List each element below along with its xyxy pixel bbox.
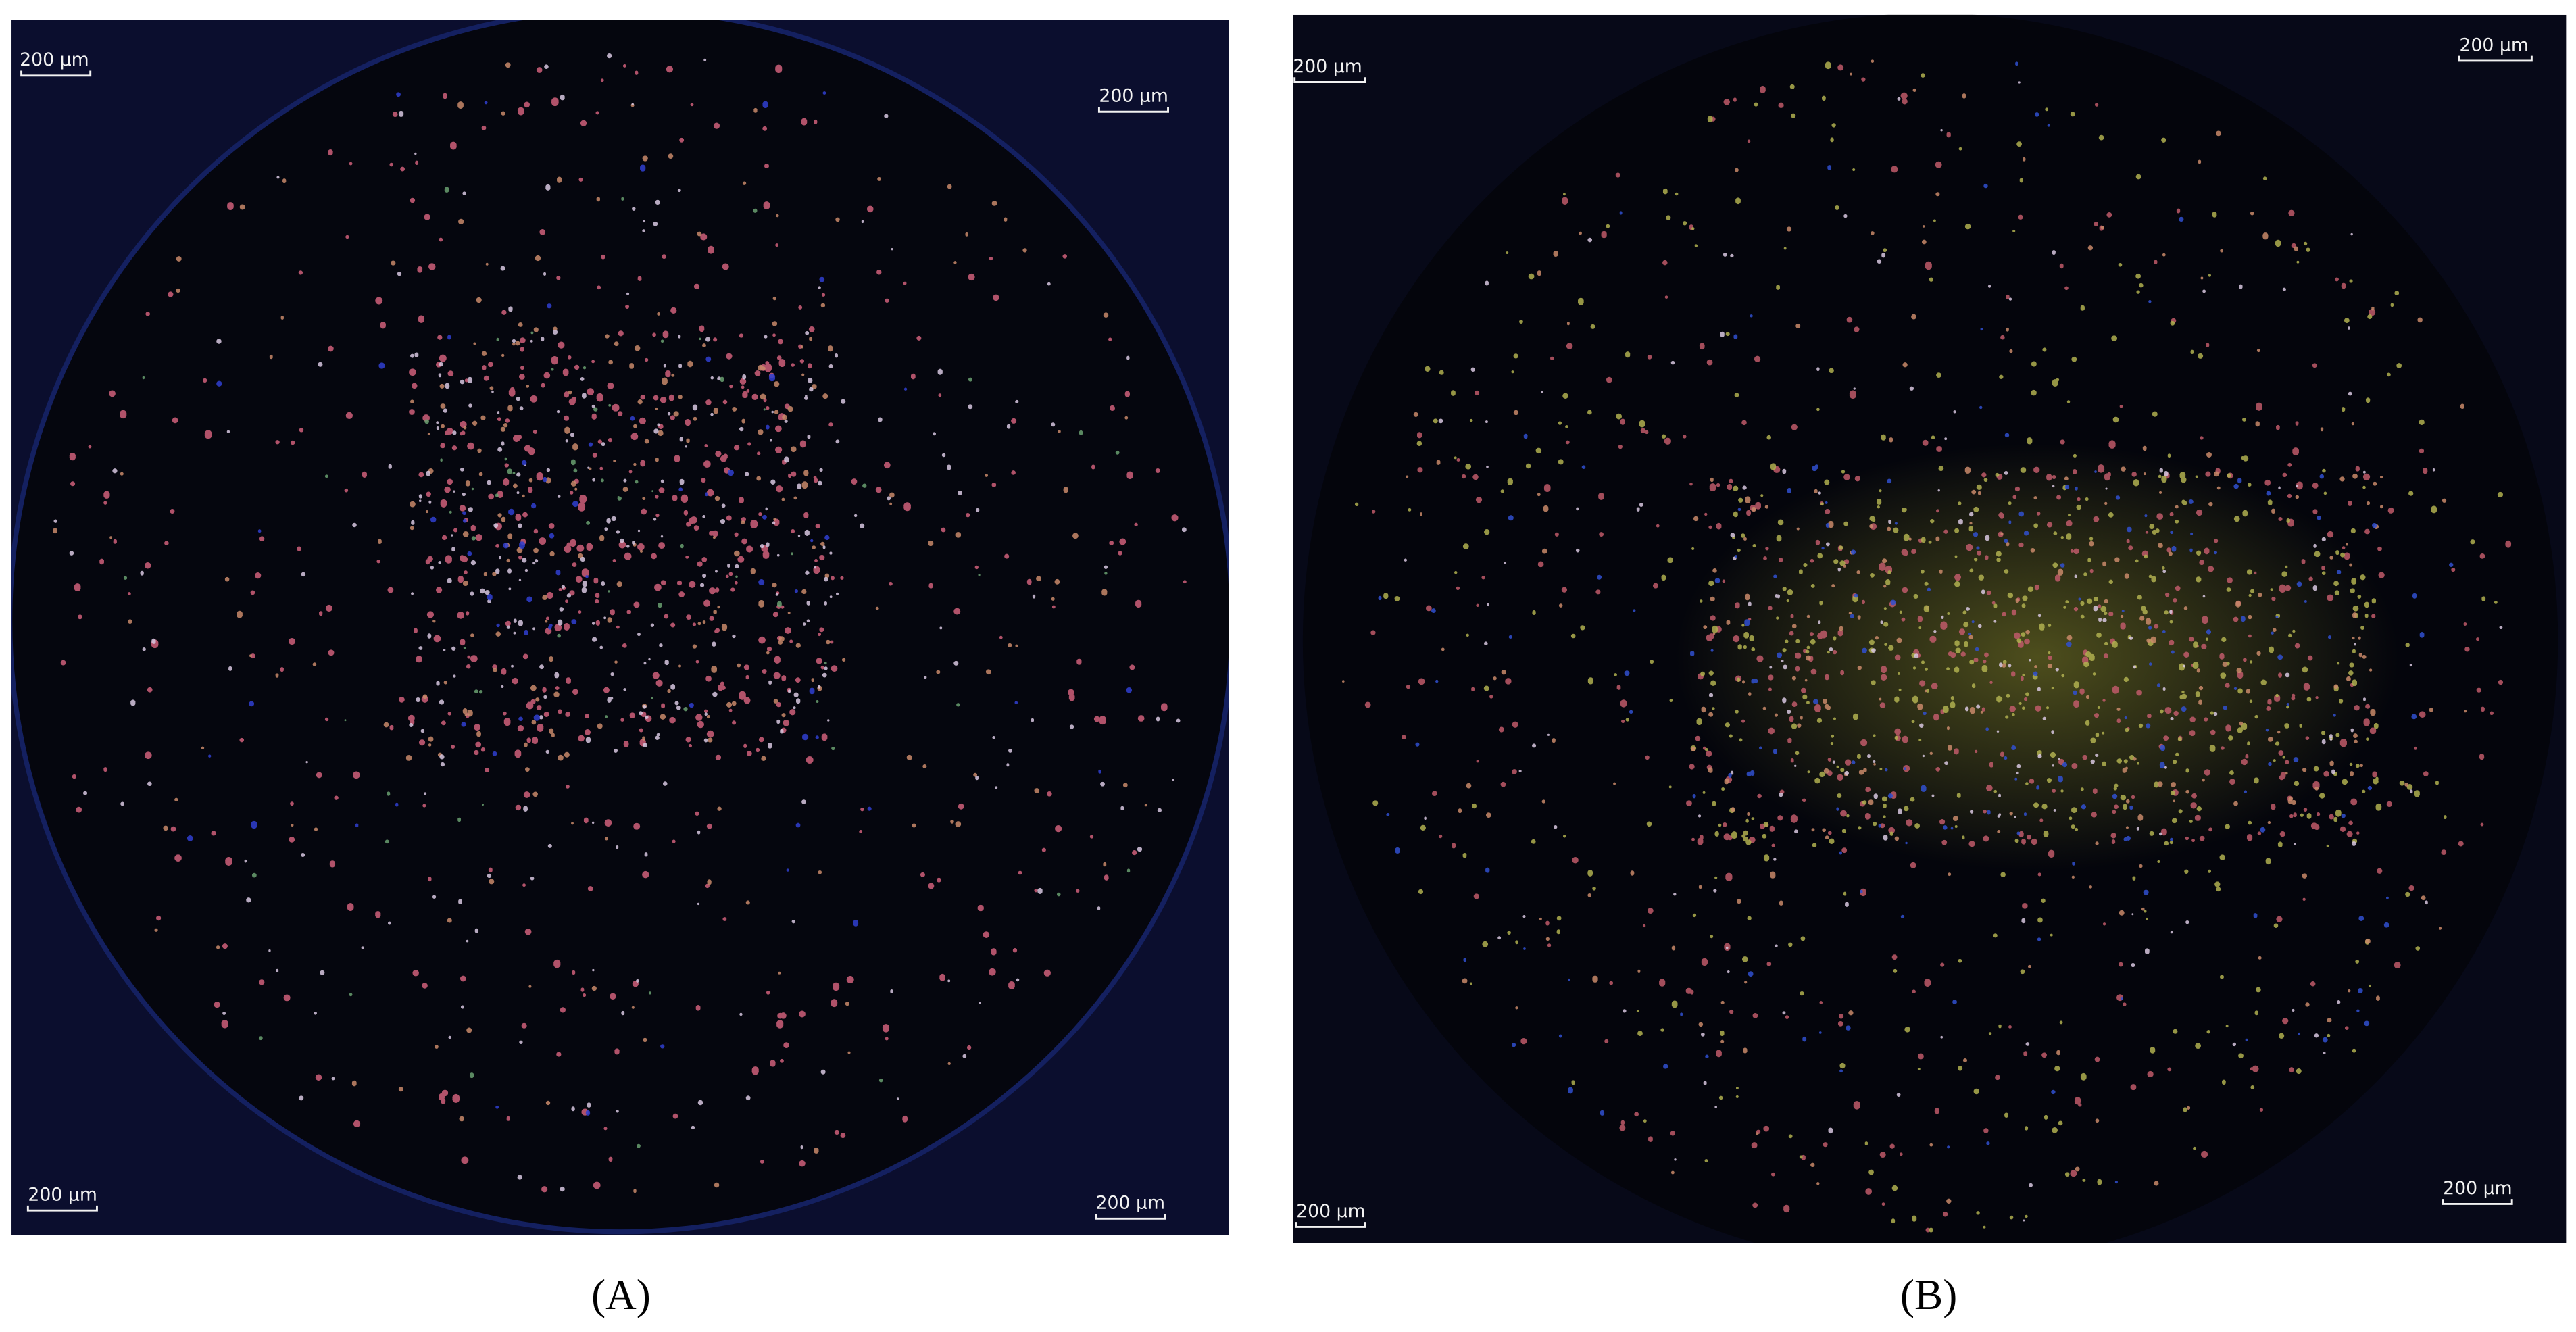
scale-bar-label: 200 µm [1096,1193,1166,1214]
scale-bar-label: 200 µm [20,49,89,70]
panel-b [1293,14,2567,1243]
scale-bar [2442,1199,2513,1205]
scale-bar [1095,1214,1166,1220]
scale-bar-label: 200 µm [2459,34,2529,55]
panel-label: (A) [591,1271,651,1318]
scale-bar-label: 200 µm [28,1185,97,1206]
scale-bar-label: 200 µm [1099,86,1168,107]
scale-bar [1295,1222,1366,1228]
scale-bar-label: 200 µm [1293,56,1362,77]
cell-cluster [1675,443,2399,871]
panel-a [11,20,1229,1235]
scale-bar [1293,77,1366,83]
scale-bar [1097,106,1169,113]
scale-bar-label: 200 µm [2443,1178,2512,1199]
well [11,20,1229,1235]
scale-bars: 200 µm 200 µm 200 µm 200 µm 200 µm 200 µm 200 … [20,34,2533,1228]
scale-bar-label: 200 µm [1296,1201,1366,1222]
cell-dots [1364,64,2512,1233]
scale-bar [26,1205,98,1212]
scale-bar [20,70,92,77]
scale-bar [2458,55,2533,62]
cells [1341,59,2512,1233]
panel-label: (B) [1900,1271,1957,1318]
